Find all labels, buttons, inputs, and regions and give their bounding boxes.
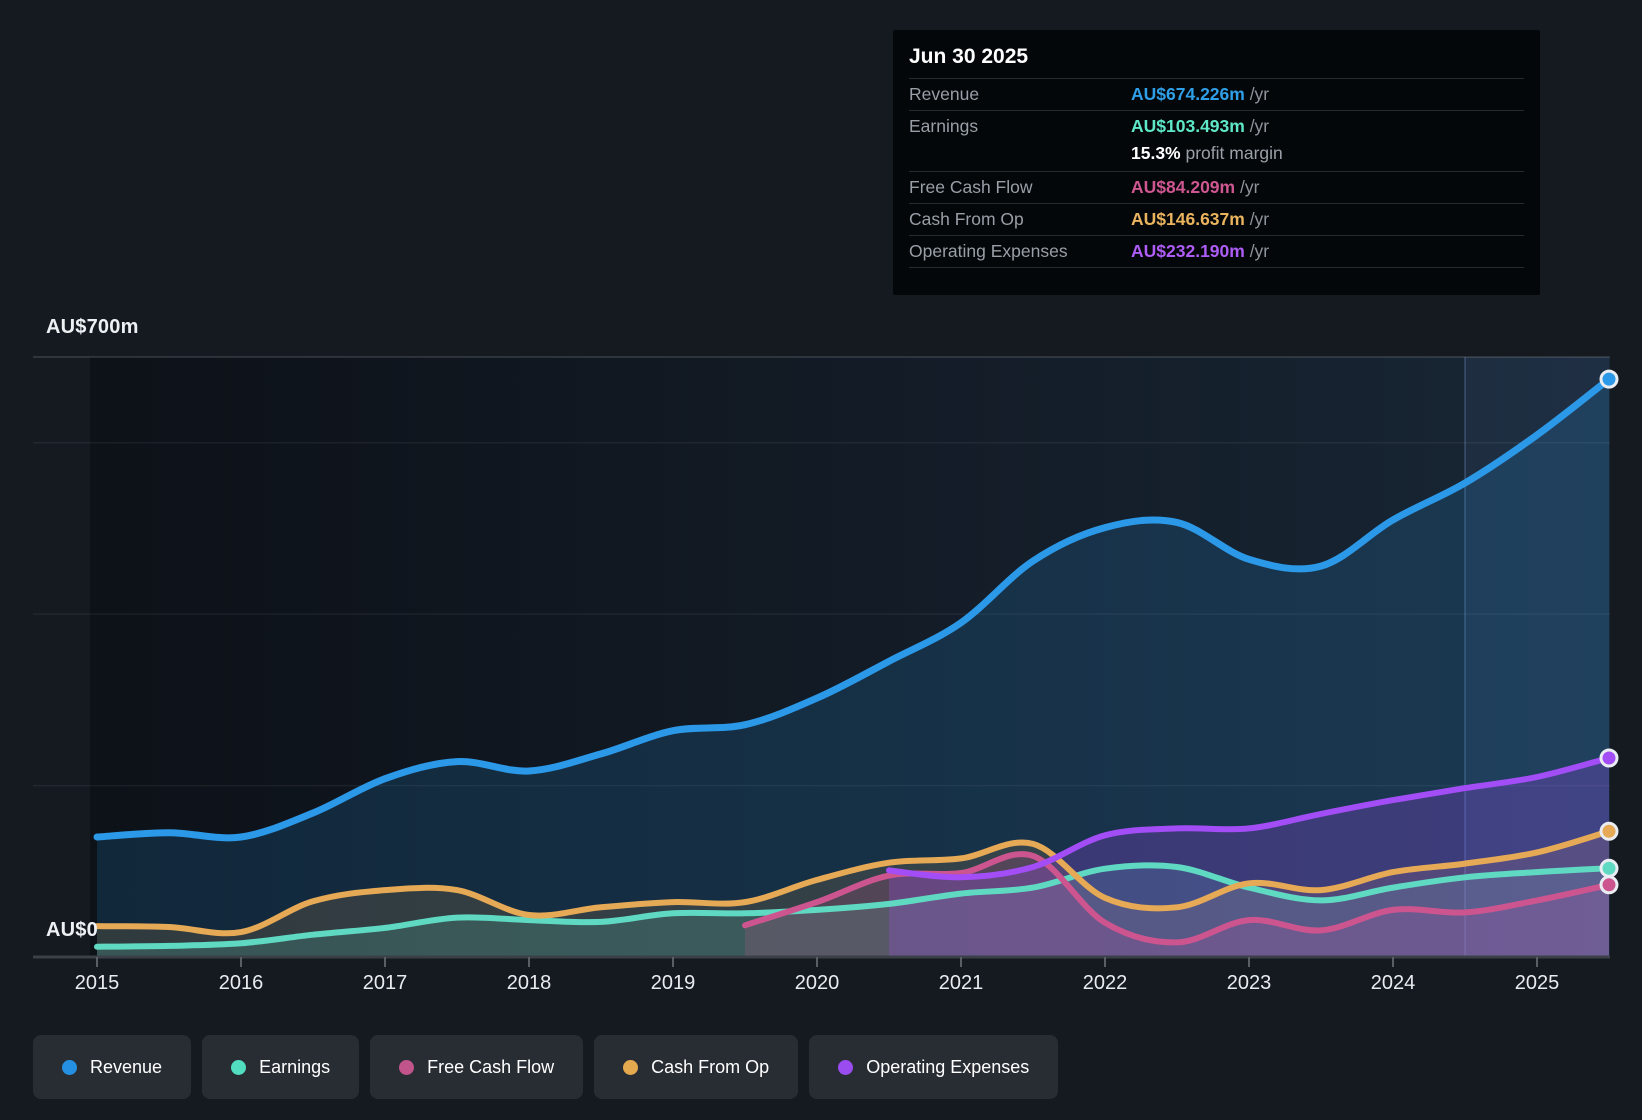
tooltip-profit-margin-row: 15.3% profit margin: [1131, 143, 1283, 163]
tooltip-row-label: Revenue: [909, 84, 980, 104]
legend-label: Operating Expenses: [866, 1056, 1030, 1077]
tooltip-row-unit: /yr: [1244, 84, 1270, 104]
line-cash-from-op: [94, 828, 1612, 937]
legend-label: Revenue: [90, 1056, 163, 1077]
legend-label: Earnings: [259, 1056, 331, 1077]
tooltip-row-earnings: Earnings AU$103.493m /yr: [909, 111, 1524, 142]
tooltip-divider: [909, 171, 1524, 172]
legend-item-cash-from-op[interactable]: Cash From Op: [594, 1035, 799, 1099]
plot-background: [90, 357, 1610, 957]
tooltip-row-unit: /yr: [1244, 241, 1270, 261]
tooltip-row-value: AU$674.226m /yr: [1131, 84, 1270, 104]
legend-dot: [231, 1059, 247, 1075]
tooltip-row-unit: /yr: [1244, 209, 1270, 229]
tooltip-row-unit: /yr: [1244, 116, 1270, 136]
legend-label: Free Cash Flow: [427, 1056, 555, 1077]
y-axis-zero-label: AU$0: [46, 919, 98, 941]
legend-item-free-cash-flow[interactable]: Free Cash Flow: [370, 1035, 584, 1099]
tooltip-divider: [909, 78, 1524, 79]
tooltip-divider: [909, 110, 1524, 111]
tooltip-row-free-cash-flow: Free Cash Flow AU$84.209m /yr: [909, 172, 1524, 203]
tooltip-row-value: AU$232.190m /yr: [1131, 241, 1270, 261]
legend-dot: [399, 1059, 415, 1075]
chart-tooltip: Jun 30 2025 Revenue AU$674.226m /yr Earnin…: [893, 30, 1540, 295]
legend-dot: [623, 1059, 639, 1075]
endpoint-revenue: [1599, 369, 1619, 389]
tooltip-divider: [909, 203, 1524, 204]
tooltip-date: Jun 30 2025: [909, 45, 1029, 68]
tooltip-row-label: Earnings: [909, 116, 979, 136]
x-axis-label-2019: 2019: [650, 972, 696, 994]
chart-legend: Revenue Earnings Free Cash Flow Cash From O…: [33, 1035, 1059, 1099]
last-12-months-band: [1465, 357, 1609, 957]
tooltip-row-value: AU$84.209m /yr: [1131, 177, 1260, 197]
tooltip-divider: [909, 235, 1524, 236]
legend-dot: [838, 1059, 854, 1075]
legend-item-operating-expenses[interactable]: Operating Expenses: [809, 1035, 1059, 1099]
legend-item-earnings[interactable]: Earnings: [202, 1035, 360, 1099]
legend-item-revenue[interactable]: Revenue: [33, 1035, 192, 1099]
x-axis-label-2017: 2017: [362, 972, 408, 994]
tooltip-row-value: AU$146.637m /yr: [1131, 209, 1270, 229]
tooltip-row-cash-from-op: Cash From Op AU$146.637m /yr: [909, 204, 1524, 235]
tooltip-row-label: Free Cash Flow: [909, 177, 1033, 197]
area-operating-expenses: [889, 758, 1609, 957]
tooltip-row-value: AU$103.493m /yr: [1131, 116, 1270, 136]
line-operating-expenses: [886, 755, 1612, 881]
x-axis-label-2020: 2020: [794, 972, 840, 994]
x-axis-label-2024: 2024: [1370, 972, 1416, 994]
tooltip-row-operating-expenses: Operating Expenses AU$232.190m /yr: [909, 236, 1524, 267]
endpoint-free-cash-flow: [1599, 875, 1619, 895]
x-axis-label-2021: 2021: [938, 972, 984, 994]
x-axis-label-2015: 2015: [74, 972, 120, 994]
line-free-cash-flow: [742, 851, 1612, 946]
line-earnings: [94, 862, 1612, 950]
area-revenue: [97, 379, 1609, 958]
line-revenue: [93, 375, 1613, 842]
x-axis-label-2022: 2022: [1082, 972, 1128, 994]
x-axis-label-2018: 2018: [506, 972, 552, 994]
tooltip-divider: [909, 267, 1524, 268]
legend-label: Cash From Op: [651, 1056, 770, 1077]
x-axis-label-2025: 2025: [1514, 972, 1560, 994]
y-axis-max-label: AU$700m: [46, 316, 139, 338]
tooltip-row-label: Cash From Op: [909, 209, 1024, 229]
endpoint-operating-expenses: [1599, 748, 1619, 768]
x-axis-label-2016: 2016: [218, 972, 264, 994]
tooltip-row-unit: /yr: [1235, 177, 1260, 197]
endpoint-cash-from-op: [1599, 821, 1619, 841]
legend-dot: [62, 1059, 77, 1075]
tooltip-row-label: Operating Expenses: [909, 241, 1068, 261]
endpoint-earnings: [1599, 858, 1619, 878]
tooltip-row-revenue: Revenue AU$674.226m /yr: [909, 79, 1524, 110]
x-axis-label-2023: 2023: [1226, 972, 1272, 994]
